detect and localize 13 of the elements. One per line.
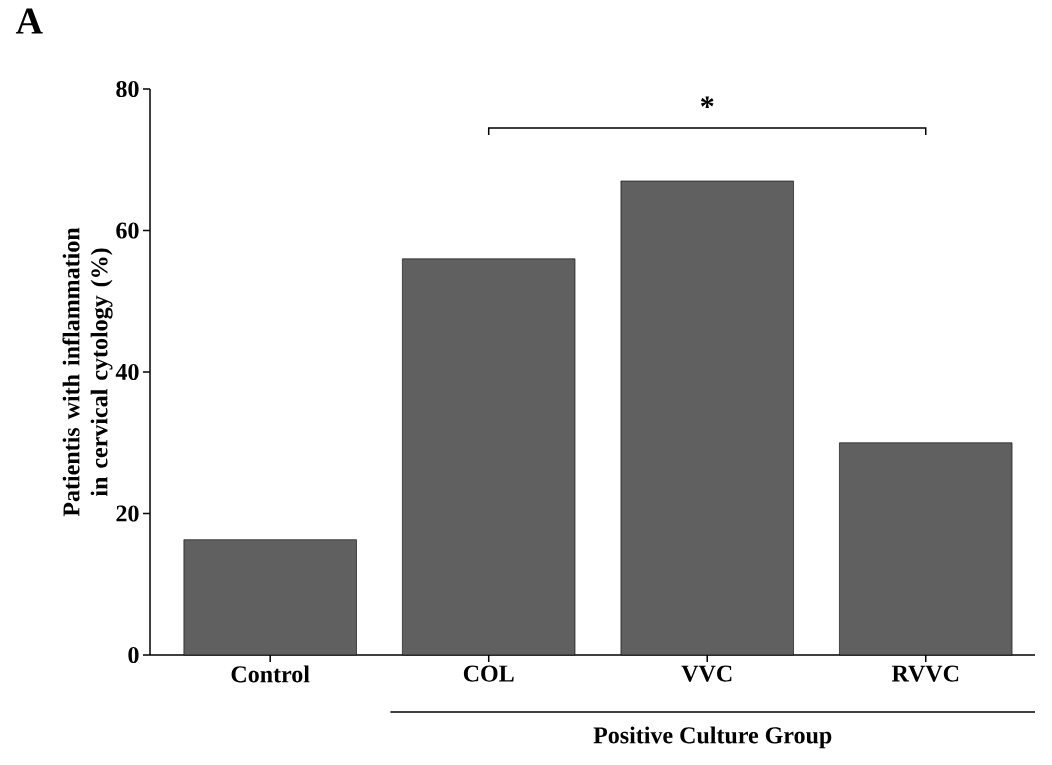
x-tick-label: COL xyxy=(463,665,514,682)
x-tick-label: Control xyxy=(231,665,310,683)
annotation: * xyxy=(700,96,714,108)
y-tick-label: 20 xyxy=(116,505,139,522)
y-axis-title: Patientis with inflammation in cervical cytology (%) xyxy=(62,227,113,517)
y-tick-label: 40 xyxy=(115,363,139,381)
text: Positive Culture Group xyxy=(593,726,832,749)
y-tick-label: 80 xyxy=(116,80,139,98)
x-tick-label: VVC xyxy=(681,665,732,682)
y-tick-label: 60 xyxy=(116,222,139,239)
y-tick-label: 0 xyxy=(128,646,139,664)
x-tick-label: RVVC xyxy=(891,665,959,682)
text: A xyxy=(15,8,43,34)
